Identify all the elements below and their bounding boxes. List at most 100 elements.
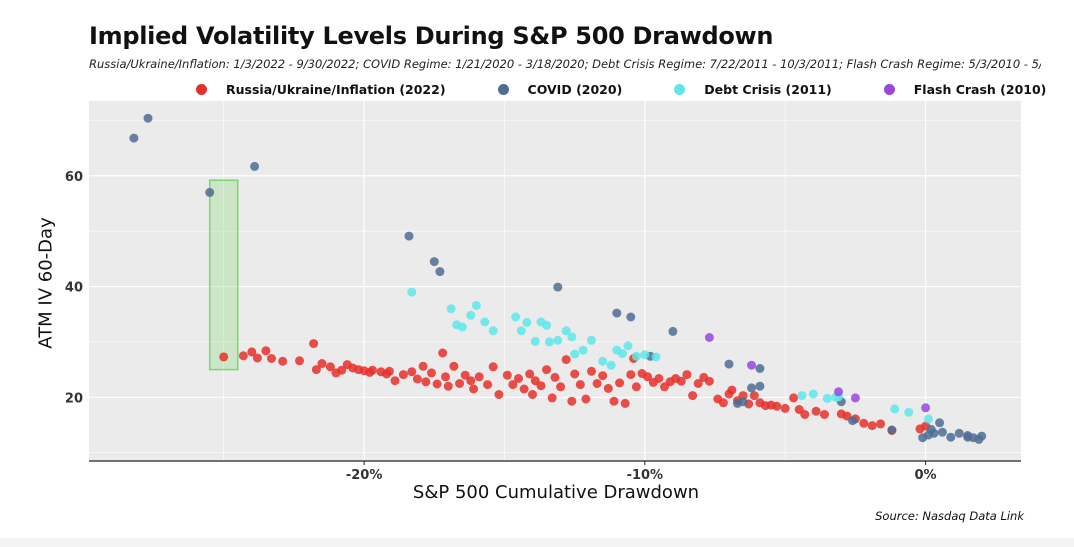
data-point [547,393,557,403]
data-point [474,372,484,382]
data-point [587,335,596,345]
data-point [556,382,566,392]
data-point [676,376,686,386]
data-point [755,381,765,391]
data-point [578,345,588,355]
data-point [693,379,703,388]
data-point [514,374,523,383]
legend-marker-russia [196,83,207,95]
legend-marker-flash-crash [883,83,895,95]
data-point [129,133,139,143]
legend-item-flash-crash[interactable]: Flash Crash (2010) [883,81,1047,97]
data-point [502,370,512,380]
data-point [937,427,947,437]
data-point [935,418,945,428]
data-point [488,362,498,372]
data-point [609,396,619,406]
legend-item-debt-crisis[interactable]: Debt Crisis (2011) [674,82,832,97]
data-point [252,353,262,363]
x-tick-label: 0% [915,468,937,483]
data-point [575,380,585,390]
data-point [407,367,417,377]
data-point [904,407,914,417]
data-point [488,326,498,336]
data-point [536,381,546,391]
data-point [668,326,678,336]
data-point [438,348,448,358]
data-point [808,389,818,399]
data-point [238,351,248,361]
data-point [640,350,650,360]
data-point [643,372,653,382]
data-point [800,410,810,419]
data-point [267,354,276,363]
data-point [522,318,532,327]
data-point [615,378,625,388]
data-point [466,310,476,320]
data-point [747,383,756,393]
series-1 [129,113,987,444]
data-point [651,352,661,362]
legend-label-covid: COVID (2020) [527,81,623,97]
data-point [435,267,445,277]
data-point [446,304,456,314]
legend-label-flash-crash: Flash Crash (2010) [913,81,1047,97]
data-point [418,361,428,371]
data-point [567,332,577,342]
data-point [432,379,442,389]
data-point [581,394,591,404]
data-point [890,404,900,414]
data-point [749,391,759,401]
data-point [946,432,956,442]
data-point [317,359,327,368]
x-tick-label: -20% [346,468,383,483]
data-point [553,282,563,292]
data-point [457,322,467,332]
data-point [528,390,537,399]
data-point [859,418,869,428]
data-point [772,401,782,411]
legend-item-russia[interactable]: Russia/Ukraine/Inflation (2022) [196,82,446,97]
data-point [325,362,335,372]
highlight-rect [208,179,239,371]
data-point [309,339,319,349]
data-point [455,379,465,388]
data-point [626,370,636,380]
data-point [867,421,877,431]
data-point [977,431,987,441]
data-point [747,360,756,370]
data-point [887,425,897,435]
chart-title: Implied Volatility Levels During S&P 500… [89,22,774,50]
data-point [704,376,714,386]
data-point [688,391,698,401]
legend-marker-debt-crisis [674,83,686,95]
series-3 [704,333,931,413]
data-point [429,257,439,267]
data-point [525,369,535,379]
data-point [508,380,518,390]
data-point [511,312,521,322]
data-point [626,312,636,322]
data-point [519,384,529,394]
data-point [963,432,973,442]
data-point [261,346,271,356]
legend-marker-covid [497,83,509,95]
data-point [542,320,552,330]
data-point [921,403,931,413]
legend-item-covid[interactable]: COVID (2020) [497,81,623,97]
series-0 [219,339,931,435]
data-point [603,383,613,393]
data-point [427,368,436,378]
axis-ticks: -20% -10% 0% 20 40 60 [65,170,937,483]
data-point [631,382,641,392]
data-point [567,396,577,406]
data-points [129,113,987,444]
data-point [724,359,734,369]
data-point [789,393,799,403]
data-point [250,161,260,171]
data-point [822,393,832,403]
data-point [654,374,664,383]
data-point [811,406,821,416]
data-point [592,379,602,388]
data-point [755,364,765,373]
